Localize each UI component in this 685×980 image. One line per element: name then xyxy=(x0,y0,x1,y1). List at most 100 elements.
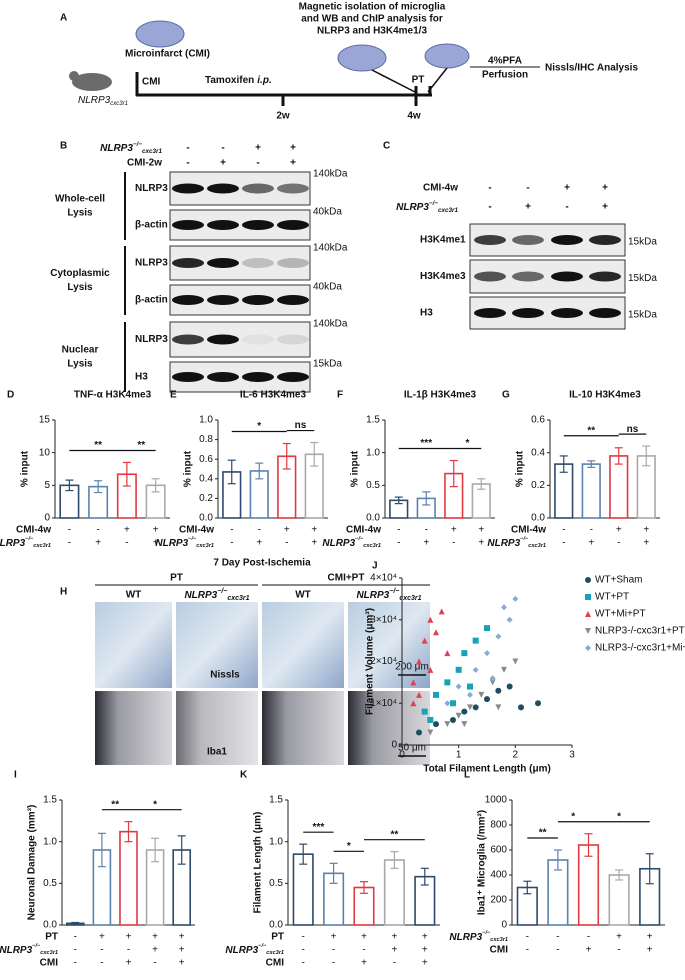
sign: - xyxy=(556,932,559,943)
blot-band xyxy=(207,295,239,305)
x-tick-label: 2 xyxy=(513,750,519,761)
ihc-text: Nissls/IHC Analysis xyxy=(545,63,638,74)
group-label: Lysis xyxy=(67,282,93,293)
point xyxy=(495,704,502,711)
blot-band xyxy=(589,271,621,282)
y-tick-label: 0.4 xyxy=(199,473,213,484)
y-axis-label: % input xyxy=(183,450,194,487)
sign: - xyxy=(425,525,428,536)
sign: - xyxy=(526,945,529,956)
nissl-image xyxy=(262,602,344,688)
timeline-label: Tamoxifen i.p. xyxy=(205,75,272,86)
sign: - xyxy=(68,525,71,536)
point xyxy=(467,683,473,690)
sign: + xyxy=(478,525,484,536)
panel-letter: E xyxy=(170,390,177,401)
significance-label: ** xyxy=(111,799,119,810)
point xyxy=(416,691,422,698)
bar xyxy=(608,874,630,926)
brain-icon xyxy=(337,44,387,72)
panel-letter: D xyxy=(7,390,14,401)
sign: - xyxy=(526,183,529,194)
chart-title: IL-1β H3K4me3 xyxy=(404,390,477,401)
sign: - xyxy=(362,945,365,956)
error-bar xyxy=(94,480,103,494)
sign: - xyxy=(562,525,565,536)
error-bar xyxy=(394,496,403,505)
sign: + xyxy=(331,932,337,943)
bar xyxy=(292,853,314,926)
blot-band xyxy=(172,334,204,345)
analysis-text: and WB and ChIP analysis for xyxy=(301,14,443,25)
genotype-sub: cxc3r1 xyxy=(110,101,128,107)
panel-letter: L xyxy=(464,770,470,781)
sign: - xyxy=(230,538,233,549)
error-bar xyxy=(227,459,236,485)
chart-title: IL-10 H3K4me3 xyxy=(569,390,641,401)
sign: - xyxy=(302,932,305,943)
genotype-name: NLRP3 xyxy=(449,932,482,943)
sign: - xyxy=(74,958,77,969)
y-tick-label: 200 xyxy=(490,895,507,906)
pointer-line xyxy=(371,69,416,93)
genotype-sup: −/− xyxy=(32,943,41,949)
error-bar xyxy=(553,849,562,871)
sign: - xyxy=(74,932,77,943)
row-label: PT xyxy=(45,932,58,943)
cmi-title: Microinfarct (CMI) xyxy=(125,49,210,60)
error-bar xyxy=(310,441,319,467)
genotype-sub: cxc3r1 xyxy=(33,543,51,549)
kda-label: 140kDa xyxy=(313,319,348,330)
significance-label: ** xyxy=(539,828,547,839)
error-bar xyxy=(390,851,399,869)
sign: + xyxy=(256,538,262,549)
sign: + xyxy=(423,538,429,549)
y-tick-label: 15 xyxy=(39,415,51,426)
legend-marker xyxy=(585,611,591,617)
row-label: CMI-4w xyxy=(511,525,546,536)
error-bar xyxy=(523,880,532,895)
panel-letter: I xyxy=(14,770,17,781)
genotype-name: NLRP3 xyxy=(0,945,33,956)
brain-icon xyxy=(135,20,185,48)
header-label: CMI-2w xyxy=(127,158,162,169)
sign: + xyxy=(564,183,570,194)
blot-band xyxy=(172,295,204,305)
perfusion-text: Perfusion xyxy=(482,70,528,81)
header-label: NLRP3−/−cxc3r1 xyxy=(100,141,162,155)
iba1-image xyxy=(95,691,172,765)
blot-band xyxy=(242,295,274,305)
nissl-image xyxy=(348,602,430,688)
sign: + xyxy=(290,143,296,154)
y-tick-label: 4×10⁴ xyxy=(370,573,397,584)
bar xyxy=(609,455,629,519)
y-tick-label: 0.0 xyxy=(366,513,380,524)
blot-band xyxy=(474,271,506,282)
y-tick-label: 0.2 xyxy=(199,493,213,504)
bar xyxy=(577,844,600,926)
kda-label: 15kDa xyxy=(628,237,657,248)
y-tick-label: 3×10⁴ xyxy=(370,614,397,625)
blot-band xyxy=(242,220,274,230)
error-bar xyxy=(642,445,651,467)
row-label: CMI xyxy=(490,945,509,956)
column-label: WT xyxy=(126,590,142,601)
point xyxy=(518,704,524,711)
genotype-name: NLRP3 xyxy=(78,95,111,106)
sign: - xyxy=(488,183,491,194)
significance-label: ns xyxy=(627,424,639,435)
blot-band xyxy=(474,308,506,318)
significance-label: *** xyxy=(420,438,432,449)
point xyxy=(535,700,541,707)
y-tick-label: 1.0 xyxy=(199,415,213,426)
y-tick-label: 5 xyxy=(44,480,50,491)
sign: + xyxy=(478,538,484,549)
point xyxy=(501,604,507,611)
error-bar xyxy=(65,479,74,492)
row-label: CMI-4w xyxy=(16,525,51,536)
point xyxy=(427,716,434,723)
point xyxy=(484,650,490,657)
y-tick-label: 1.0 xyxy=(366,447,380,458)
genotype-sub: cxc3r1 xyxy=(528,543,546,549)
row-label: PT xyxy=(271,932,284,943)
